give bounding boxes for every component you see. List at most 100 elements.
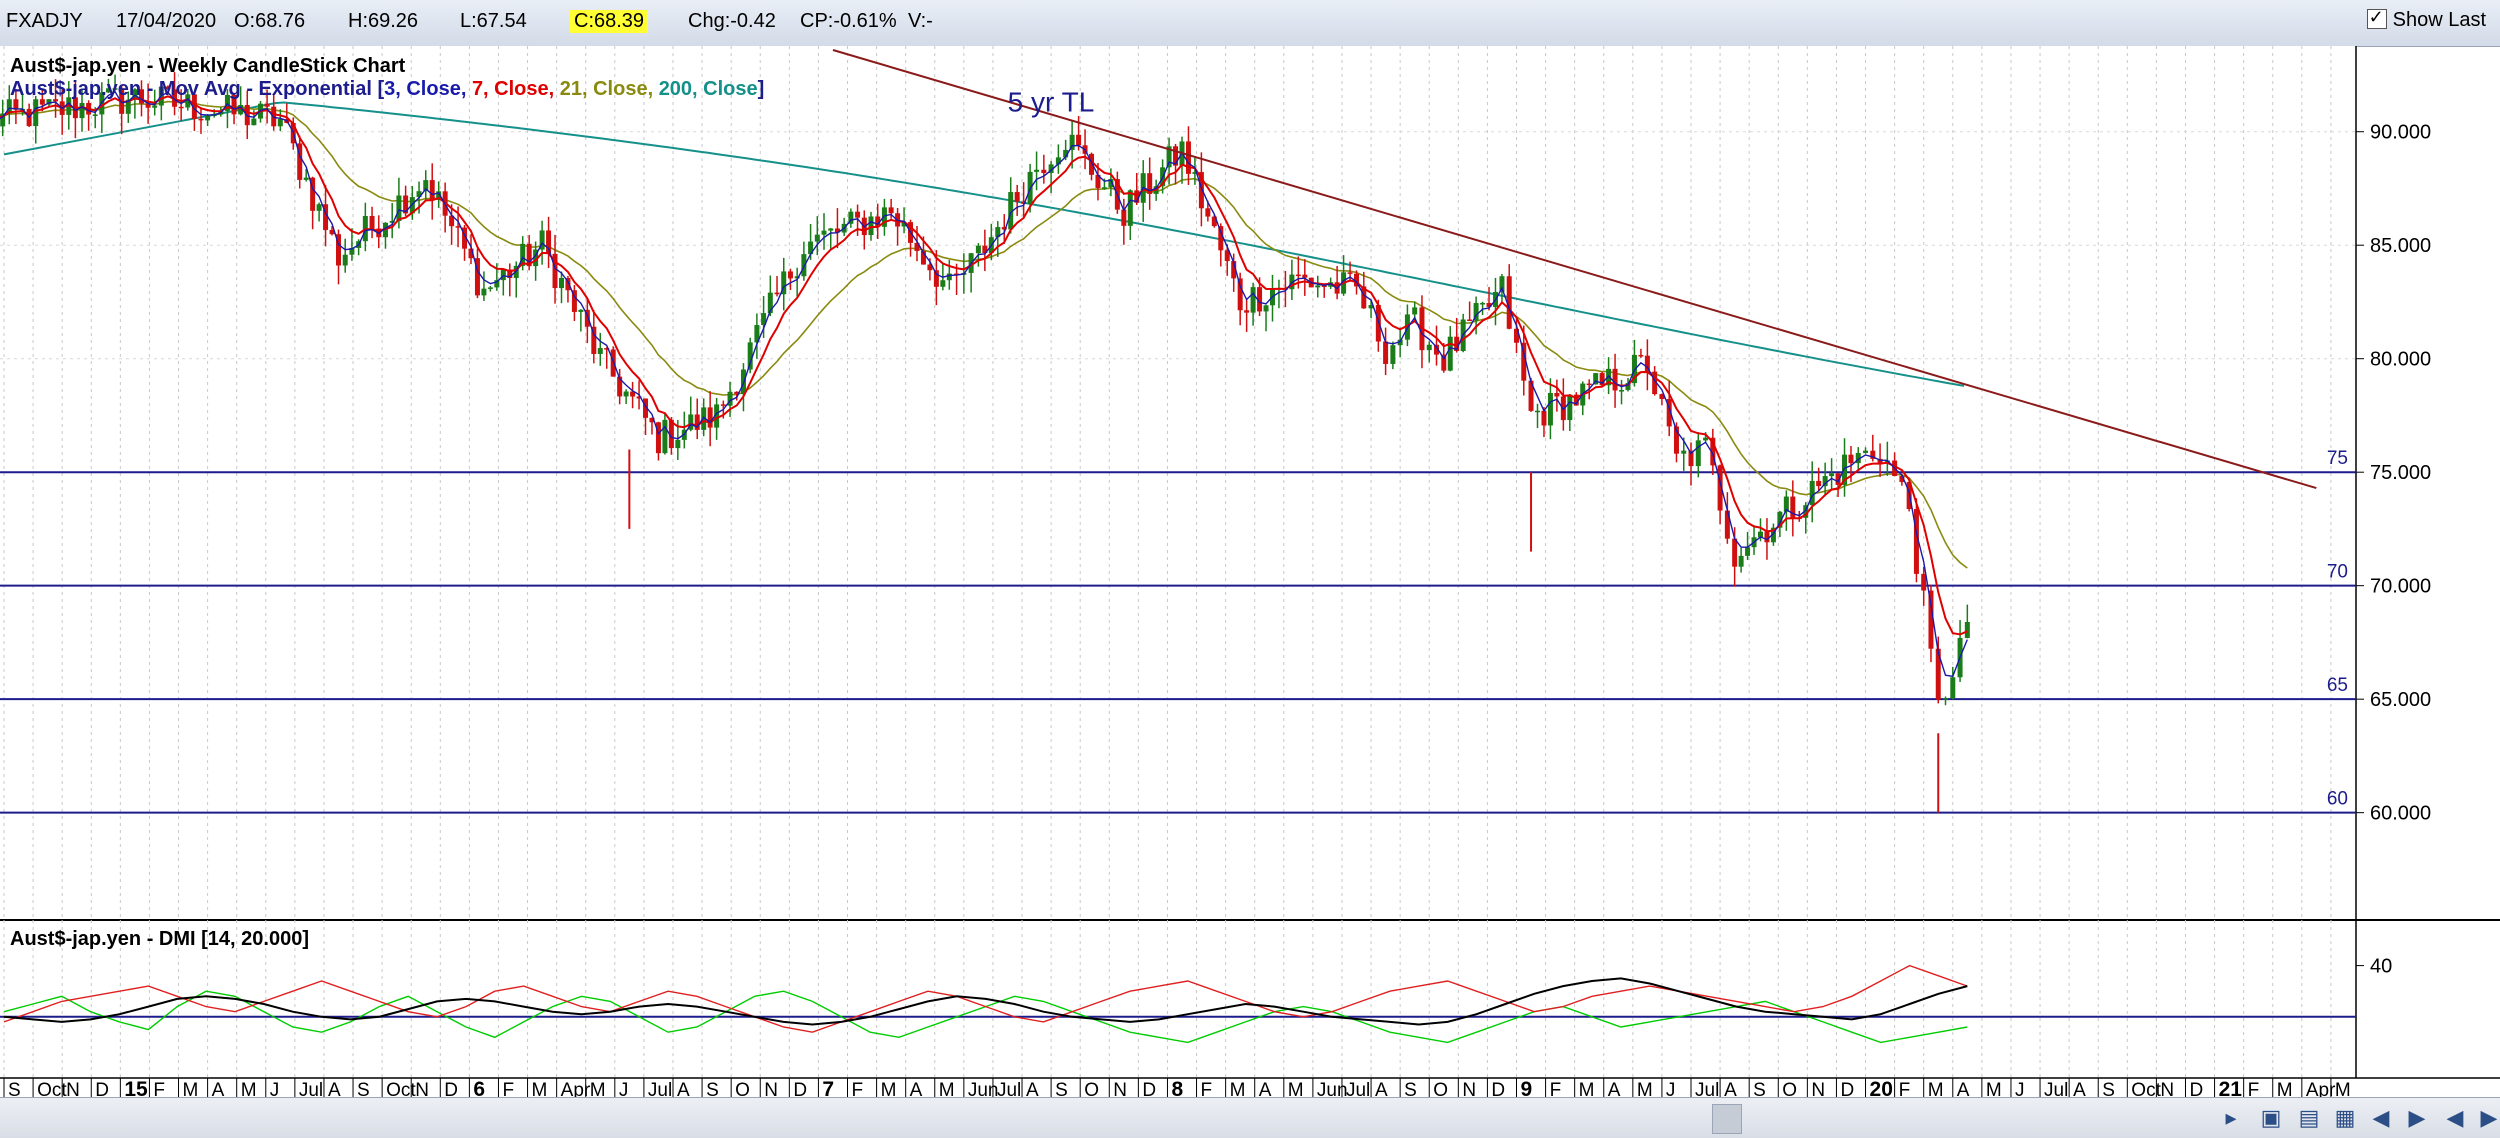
checkbox-checked-icon[interactable] bbox=[2366, 7, 2387, 29]
candle-body bbox=[1454, 336, 1460, 352]
x-tick-label: D bbox=[95, 1080, 109, 1101]
candle-body bbox=[1681, 450, 1687, 454]
ma-legend-prefix: Aust$-jap.yen - Mov Avg - Exponential [ bbox=[10, 78, 384, 100]
x-tick-label: 7 bbox=[822, 1078, 834, 1101]
x-tick-label: F bbox=[1550, 1080, 1562, 1101]
candle-body bbox=[92, 114, 98, 116]
candle-body bbox=[0, 113, 6, 127]
candle-body bbox=[335, 234, 341, 266]
x-tick-label: F bbox=[502, 1080, 514, 1101]
show-last-checkbox[interactable]: Show Last bbox=[2366, 7, 2486, 32]
candle-body bbox=[636, 396, 642, 399]
ma-legend-item: 7, Close, bbox=[472, 78, 560, 100]
x-tick-label: M bbox=[2277, 1080, 2293, 1101]
candle-body bbox=[1048, 164, 1054, 174]
horizontal-level-label: 75 bbox=[2327, 448, 2348, 469]
candle-body bbox=[1021, 201, 1027, 204]
candle-body bbox=[1076, 134, 1082, 146]
x-tick-label: S bbox=[1753, 1080, 1766, 1101]
candle-body bbox=[875, 216, 881, 227]
x-tick-label: F bbox=[852, 1080, 864, 1101]
candle-body bbox=[1354, 273, 1360, 287]
dmi-series-di-line bbox=[3, 964, 1968, 1033]
candle-body bbox=[1659, 394, 1665, 400]
x-tick-label: A bbox=[1026, 1080, 1039, 1101]
pan-left-icon[interactable]: ◀ bbox=[2372, 1105, 2390, 1130]
candle-body bbox=[1652, 371, 1658, 395]
print-icon[interactable]: ▤ bbox=[2298, 1105, 2320, 1130]
candle-body bbox=[1703, 437, 1709, 441]
candle-body bbox=[1121, 209, 1127, 226]
x-tick-label: J bbox=[2015, 1080, 2025, 1101]
x-tick-label: D bbox=[1491, 1080, 1505, 1101]
candle-body bbox=[888, 207, 894, 214]
step-back-icon[interactable]: ◀ bbox=[2446, 1105, 2464, 1130]
candle-body bbox=[1211, 216, 1217, 227]
candle-body bbox=[1001, 227, 1007, 230]
zoom-icon[interactable]: ▦ bbox=[2334, 1105, 2356, 1130]
candle-body bbox=[1250, 287, 1256, 313]
candle-body bbox=[1863, 450, 1869, 453]
save-icon[interactable]: ▣ bbox=[2260, 1105, 2282, 1130]
candle-body bbox=[668, 419, 674, 449]
x-tick-label: Jul bbox=[1346, 1080, 1370, 1101]
candle-body bbox=[649, 417, 655, 423]
candle-body bbox=[389, 220, 395, 223]
candle-body bbox=[1218, 226, 1224, 251]
x-tick-label: S bbox=[1055, 1080, 1068, 1101]
scroll-thumb[interactable] bbox=[1712, 1104, 1742, 1134]
candle-body bbox=[1809, 480, 1815, 506]
candle-body bbox=[881, 207, 887, 227]
candle-body bbox=[1055, 157, 1061, 165]
candle-body bbox=[901, 222, 907, 227]
ema-3-line bbox=[0, 90, 1968, 678]
candle-body bbox=[1295, 274, 1301, 277]
candle-body bbox=[1192, 172, 1198, 174]
x-tick-label: M bbox=[183, 1080, 199, 1101]
candle-body bbox=[914, 242, 920, 251]
candle-body bbox=[1757, 531, 1763, 538]
x-tick-label: N bbox=[1113, 1080, 1127, 1101]
candle-body bbox=[53, 99, 59, 102]
candle-body bbox=[520, 243, 526, 266]
scroll-bar[interactable]: ▸ ▣ ▤ ▦ ◀ ▶ ◀ ▶ bbox=[0, 1097, 2500, 1138]
y-tick-label: 60.000 bbox=[2370, 803, 2431, 825]
step-forward-icon[interactable]: ▶ bbox=[2480, 1105, 2498, 1130]
candle-body bbox=[165, 86, 171, 90]
candle-body bbox=[46, 99, 52, 105]
candle-body bbox=[1499, 276, 1505, 293]
candle-body bbox=[801, 254, 807, 277]
candle-body bbox=[1732, 538, 1738, 567]
candle-body bbox=[1554, 392, 1560, 397]
change-value: Chg:-0.42 bbox=[688, 10, 776, 32]
candle-body bbox=[329, 229, 335, 235]
candle-body bbox=[571, 290, 577, 312]
candle-body bbox=[675, 439, 681, 449]
change-pct-value: CP:-0.61% bbox=[800, 10, 897, 32]
candle-body bbox=[1447, 336, 1453, 371]
pan-right-icon[interactable]: ▶ bbox=[2408, 1105, 2426, 1130]
candle-body bbox=[316, 204, 322, 211]
x-tick-label: Jul bbox=[1695, 1080, 1719, 1101]
candle-body bbox=[828, 228, 834, 231]
candle-body bbox=[848, 211, 854, 224]
x-tick-label: Apr bbox=[561, 1080, 591, 1101]
candle-body bbox=[396, 195, 402, 221]
candle-body bbox=[747, 342, 753, 370]
candle-body bbox=[688, 414, 694, 430]
horizontal-level-label: 70 bbox=[2327, 562, 2348, 583]
x-tick-label: N bbox=[764, 1080, 778, 1101]
scroll-right-icon[interactable]: ▸ bbox=[2225, 1105, 2237, 1130]
y-tick-label: 80.000 bbox=[2370, 349, 2431, 371]
candle-body bbox=[1134, 190, 1140, 203]
x-tick-label: M bbox=[1637, 1080, 1653, 1101]
candle-body bbox=[1368, 304, 1374, 309]
price-panel-bg bbox=[0, 46, 2356, 920]
candle-body bbox=[125, 99, 131, 114]
candle-body bbox=[449, 215, 455, 227]
candle-body bbox=[1173, 146, 1179, 166]
x-tick-label: F bbox=[1201, 1080, 1213, 1101]
candle-body bbox=[1014, 192, 1020, 202]
candle-body bbox=[794, 276, 800, 279]
candle-body bbox=[1612, 368, 1618, 391]
